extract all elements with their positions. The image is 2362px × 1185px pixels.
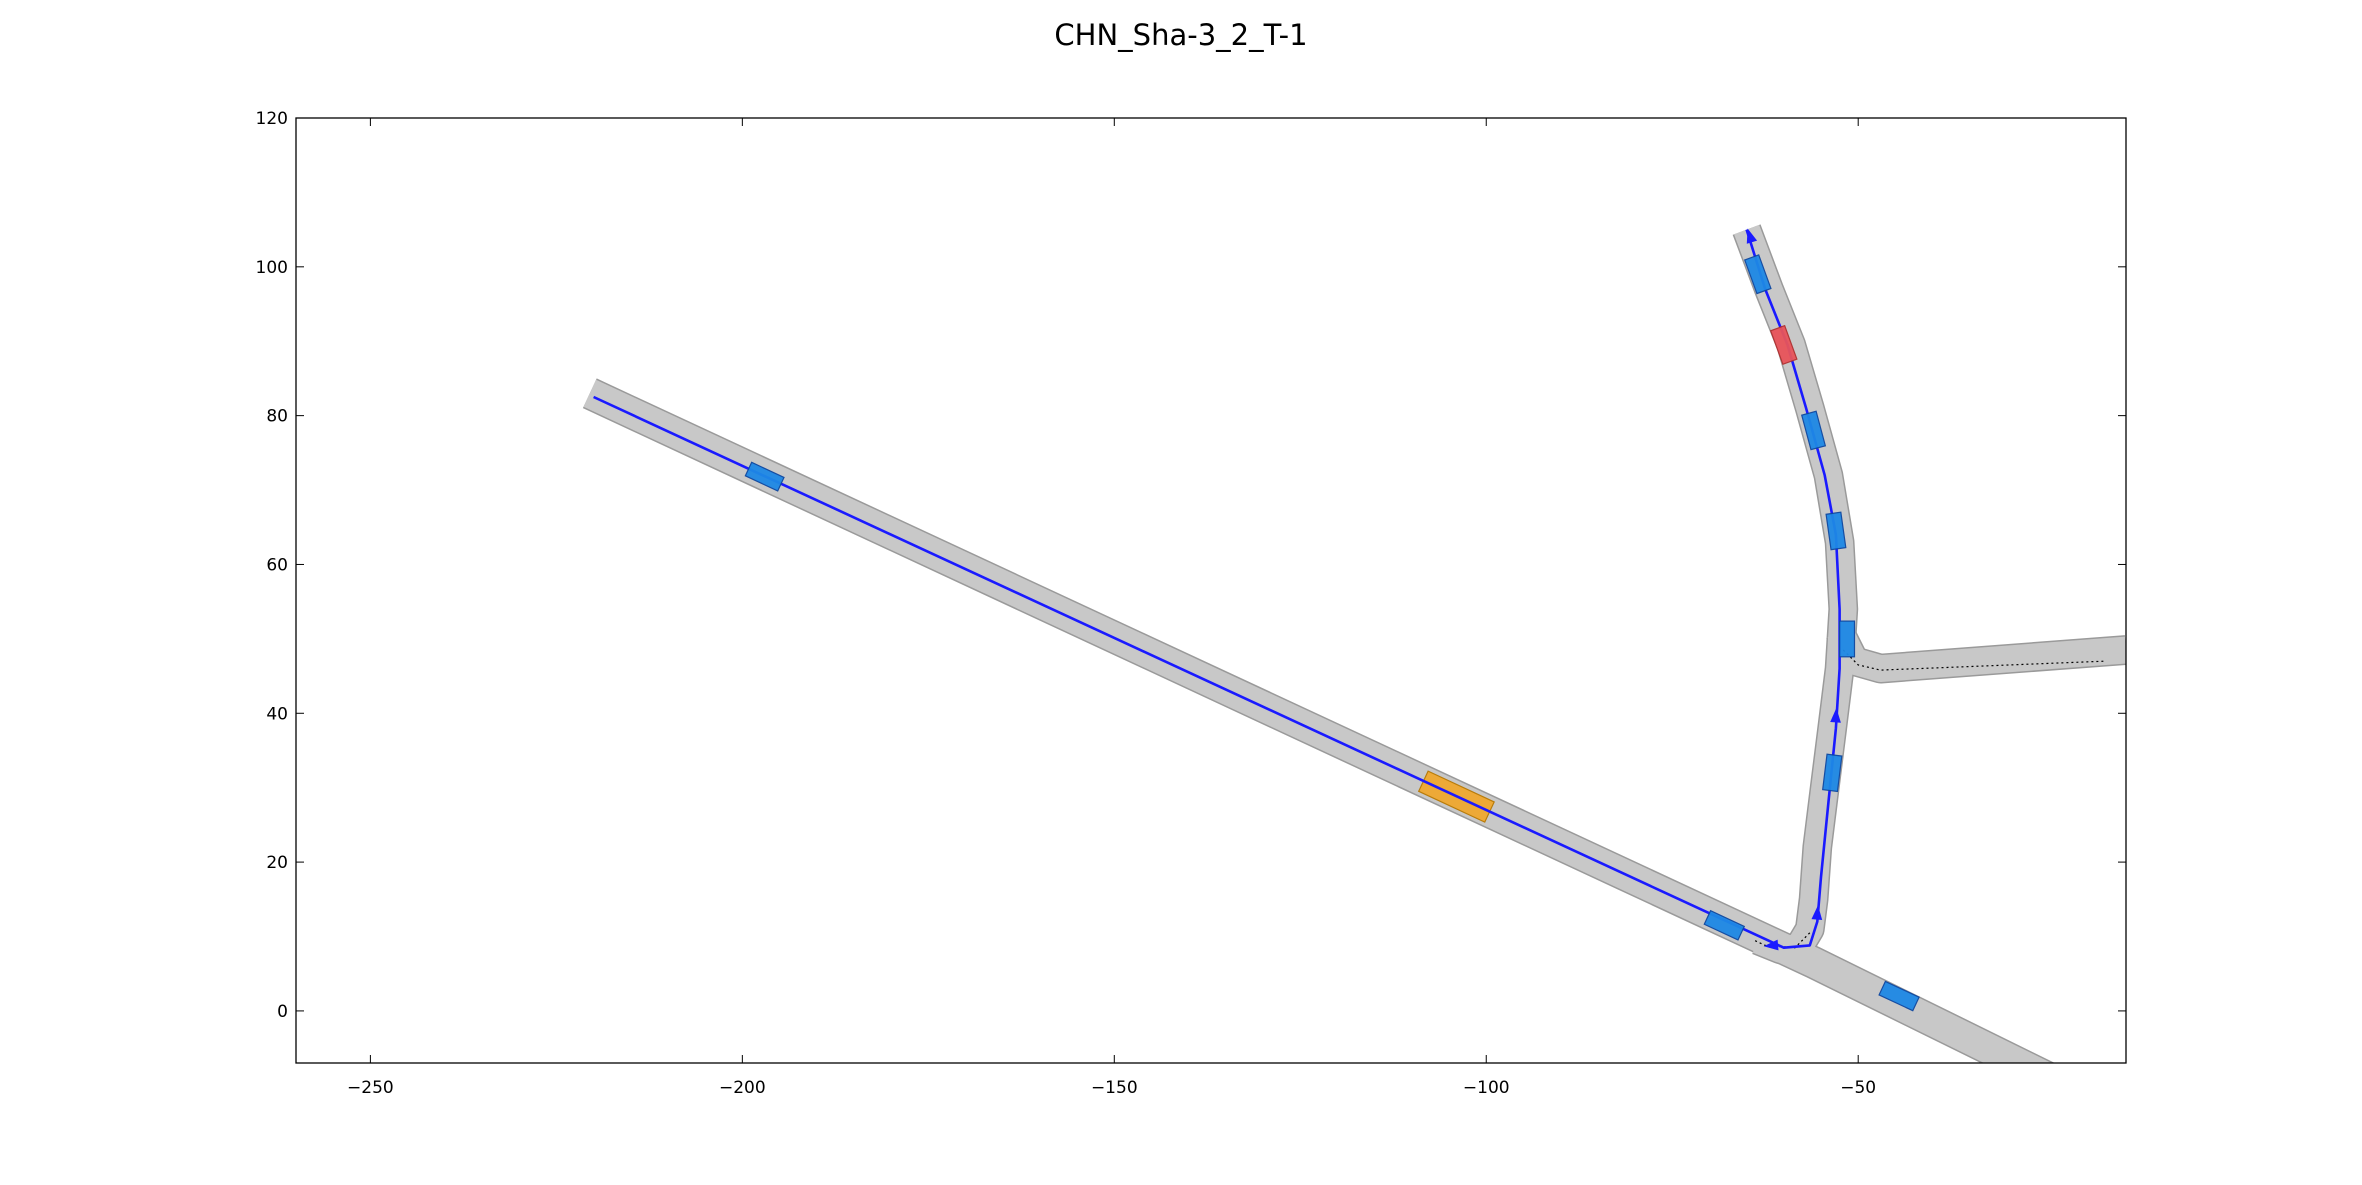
ego-vehicle xyxy=(1769,324,1798,366)
y-tick-label: 80 xyxy=(266,407,288,427)
obstacle-vehicle xyxy=(744,461,785,492)
y-tick-label: 0 xyxy=(277,1002,288,1022)
y-tick-label: 100 xyxy=(256,258,288,278)
obstacle-vehicle xyxy=(1822,753,1843,793)
axes: −250 −200 −150 −100 −50 0 20 40 60 80 100 120 xyxy=(256,109,2127,1098)
y-tick-label: 40 xyxy=(266,704,288,724)
obstacle-vehicle xyxy=(1825,511,1847,551)
y-tick-label: 120 xyxy=(256,109,288,129)
x-tick-label: −200 xyxy=(719,1078,766,1098)
y-tick-label: 60 xyxy=(266,555,288,575)
road-surface-north-branch xyxy=(1734,224,1857,963)
obstacle-vehicle xyxy=(1878,980,1920,1012)
lane-marking xyxy=(1842,649,2104,671)
x-tick-label: −100 xyxy=(1463,1078,1510,1098)
plot-title: CHN_Sha-3_2_T-1 xyxy=(1054,18,1308,52)
path-direction-arrow xyxy=(1746,228,1758,244)
obstacle-vehicle xyxy=(1800,410,1827,451)
y-tick-label: 20 xyxy=(266,853,288,873)
obstacle-vehicle xyxy=(1743,254,1772,295)
road-surface-east-road xyxy=(1827,625,2126,682)
planned-path xyxy=(593,229,1841,950)
x-tick-label: −250 xyxy=(347,1078,394,1098)
path-direction-arrow xyxy=(1811,905,1823,920)
path-direction-arrow xyxy=(1830,708,1841,723)
axes-frame xyxy=(295,117,2127,1064)
x-tick-label: −150 xyxy=(1091,1078,1138,1098)
path-direction-arrow xyxy=(1763,939,1779,951)
x-tick-label: −50 xyxy=(1840,1078,1876,1098)
obstacle-vehicle xyxy=(1703,909,1746,941)
obstacle-vehicle xyxy=(1839,620,1856,658)
plot-area xyxy=(582,224,2126,1063)
